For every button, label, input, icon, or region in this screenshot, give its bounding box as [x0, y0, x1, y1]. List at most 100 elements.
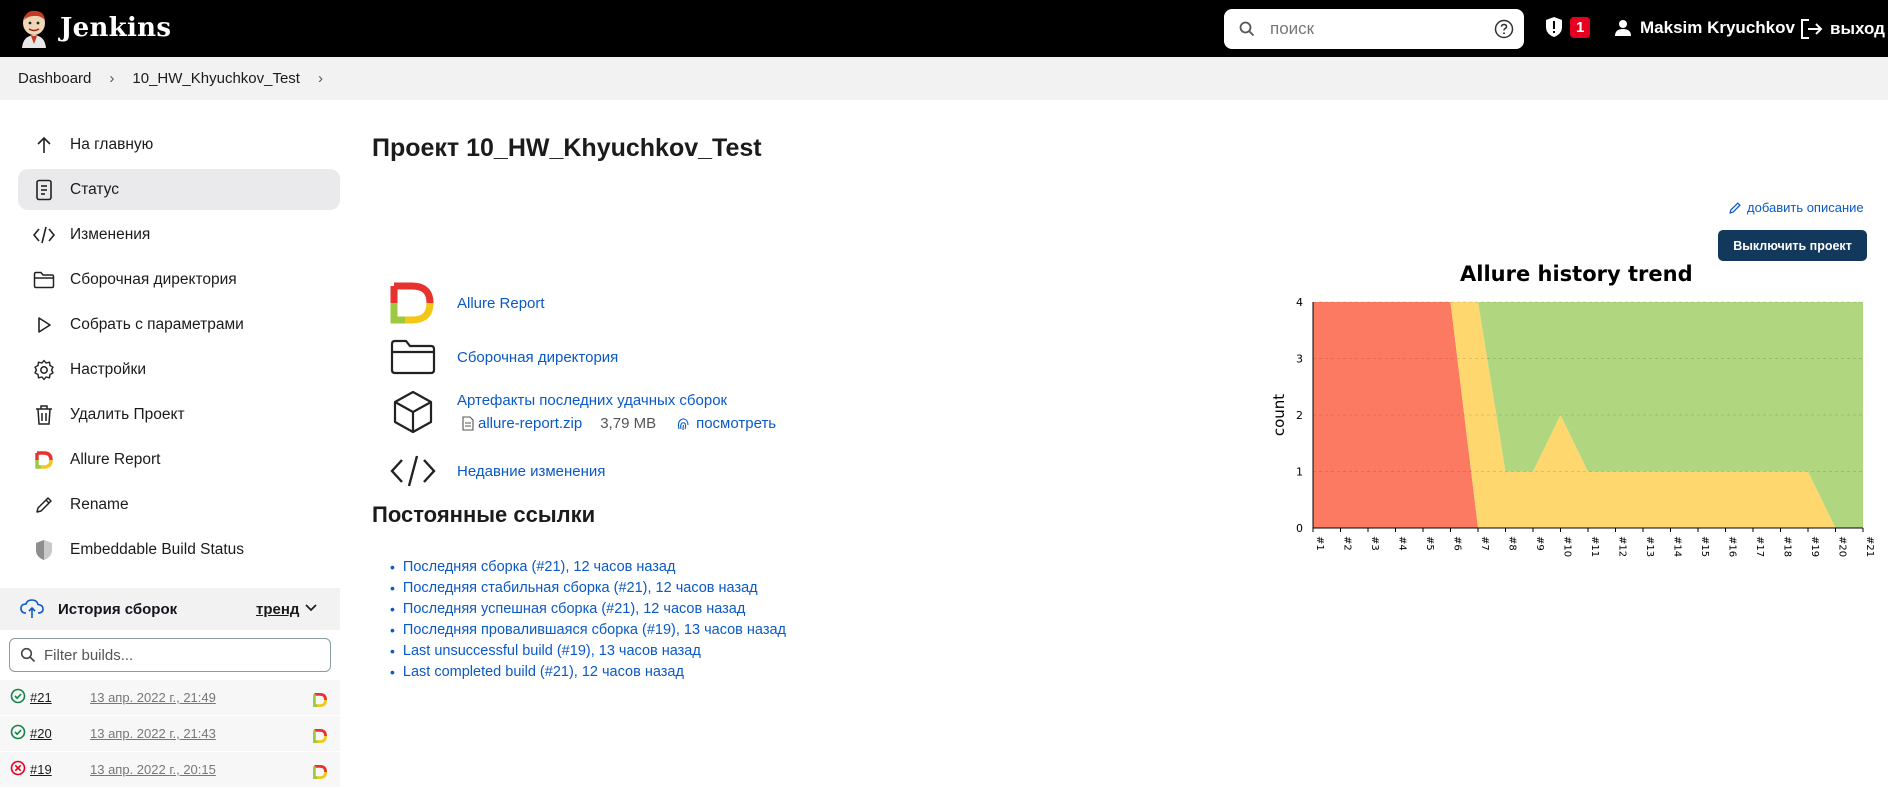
link-last-successful-artifacts[interactable]: Артефакты последних удачных сборок	[388, 389, 727, 435]
link-label[interactable]: Недавние изменения	[457, 462, 606, 480]
jenkins-butler-icon	[22, 10, 46, 48]
chart-y-tick-label: 3	[1296, 353, 1303, 366]
file-icon	[462, 416, 474, 431]
allure-icon	[388, 280, 438, 326]
search-icon	[20, 647, 36, 663]
link-label[interactable]: Артефакты последних удачных сборок	[457, 392, 728, 409]
chart-y-tick-label: 0	[1296, 522, 1303, 535]
artifact-file-size: 3,79 MB	[600, 415, 657, 432]
permalink-item[interactable]: Last completed build (#21), 12 часов наз…	[390, 661, 786, 682]
chart-x-tick-label: #5	[1424, 536, 1435, 551]
build-date-link[interactable]: 13 апр. 2022 г., 20:15	[90, 762, 216, 777]
chart-x-tick-label: #7	[1479, 536, 1490, 551]
filter-builds-input[interactable]	[44, 646, 314, 664]
build-row[interactable]: #20 13 апр. 2022 г., 21:43	[0, 716, 340, 752]
allure-icon[interactable]	[312, 764, 328, 780]
chart-x-tick-label: #18	[1782, 536, 1793, 557]
permalink-item[interactable]: Последняя успешная сборка (#21), 12 часо…	[390, 598, 786, 619]
allure-trend-chart[interactable]: 0 1 2 3 4 #1 #2 #3 #4 #5 #6 #7 #8 #9 #10 #11 #12 #13 #14 #1…	[1270, 290, 1880, 570]
allure-icon[interactable]	[312, 692, 328, 708]
sidebar-item-label: На главную	[70, 135, 154, 153]
help-icon[interactable]	[1494, 19, 1514, 39]
chart-x-tick-label: #1	[1314, 536, 1325, 551]
breadcrumb: Dashboard › 10_HW_Khyuchkov_Test ›	[0, 57, 1888, 100]
sidebar-item-status[interactable]: Статус	[18, 169, 340, 210]
link-allure-report[interactable]: Allure Report	[388, 280, 545, 326]
chart-x-tick-label: #13	[1644, 536, 1655, 557]
jenkins-logo[interactable]: Jenkins	[18, 8, 171, 48]
app-name: Jenkins	[60, 13, 172, 43]
chart-series-area-2	[1313, 302, 1863, 528]
sidebar-item-label: Rename	[70, 495, 129, 513]
permalink-item[interactable]: Последняя сборка (#21), 12 часов назад	[390, 556, 786, 577]
folder-icon	[32, 268, 56, 292]
chart-x-tick-label: #2	[1342, 536, 1353, 551]
user-menu[interactable]: Maksim Kryuchkov	[1614, 18, 1795, 38]
sidebar-item-workspace[interactable]: Сборочная директория	[18, 259, 340, 300]
cloud-icon	[20, 599, 44, 618]
build-number-link[interactable]: #20	[30, 726, 52, 741]
sidebar-item-label: Изменения	[70, 225, 151, 243]
search-input[interactable]	[1270, 19, 1480, 39]
logout-icon	[1801, 19, 1823, 39]
trend-link[interactable]: тренд	[256, 600, 300, 618]
build-row[interactable]: #19 13 апр. 2022 г., 20:15	[0, 752, 340, 788]
link-recent-changes[interactable]: Недавние изменения	[388, 448, 605, 494]
build-history-title: История сборок	[58, 600, 178, 618]
sidebar-item-settings[interactable]: Настройки	[18, 349, 340, 390]
filter-builds-box[interactable]	[9, 638, 331, 672]
artifact-view-link[interactable]: посмотреть	[696, 415, 777, 432]
link-label[interactable]: Сборочная директория	[457, 348, 619, 366]
logout-button[interactable]: выход	[1800, 18, 1885, 40]
artifact-file-link[interactable]: allure-report.zip	[478, 415, 583, 432]
chart-y-tick-label: 2	[1296, 409, 1303, 422]
permalink-item[interactable]: Последняя провалившаяся сборка (#19), 13…	[390, 619, 786, 640]
artifact-item: allure-report.zip 3,79 MB посмотреть	[462, 415, 776, 432]
sidebar-item-changes[interactable]: Изменения	[18, 214, 340, 255]
sidebar-item-label: Сборочная директория	[70, 270, 237, 288]
build-date-link[interactable]: 13 апр. 2022 г., 21:43	[90, 726, 216, 741]
user-icon	[1615, 20, 1631, 36]
chart-title: Allure history trend	[1460, 262, 1693, 286]
sidebar-item-rename[interactable]: Rename	[18, 484, 340, 525]
permalink-item[interactable]: Last unsuccessful build (#19), 13 часов …	[390, 640, 786, 661]
chevron-right-icon[interactable]: ›	[317, 70, 323, 87]
breadcrumb-dashboard[interactable]: Dashboard	[18, 70, 92, 87]
permalink-item[interactable]: Последняя стабильная сборка (#21), 12 ча…	[390, 577, 786, 598]
build-number-link[interactable]: #21	[30, 690, 52, 705]
chart-x-tick-label: #11	[1589, 536, 1600, 557]
link-label[interactable]: Allure Report	[457, 294, 545, 312]
success-status-icon	[10, 724, 26, 740]
security-alerts[interactable]: 1	[1544, 16, 1591, 38]
sidebar-item-embeddable-build-status[interactable]: Embeddable Build Status	[18, 529, 340, 570]
fingerprint-icon[interactable]	[676, 417, 690, 431]
build-date-link[interactable]: 13 апр. 2022 г., 21:49	[90, 690, 216, 705]
search-box[interactable]	[1224, 9, 1524, 49]
trash-icon	[32, 403, 56, 427]
breadcrumb-project[interactable]: 10_HW_Khyuchkov_Test	[132, 70, 300, 87]
chevron-down-icon[interactable]	[304, 600, 318, 616]
add-description-link[interactable]: добавить описание	[1728, 200, 1864, 215]
chart-y-tick-label: 4	[1296, 296, 1303, 309]
chart-x-tick-label: #15	[1699, 536, 1710, 557]
allure-icon[interactable]	[312, 728, 328, 744]
chart-x-tick-label: #19	[1809, 536, 1820, 557]
link-workspace[interactable]: Сборочная директория	[388, 334, 618, 380]
sidebar-item-delete-project[interactable]: Удалить Проект	[18, 394, 340, 435]
sidebar-item-home[interactable]: На главную	[18, 124, 340, 165]
build-number-link[interactable]: #19	[30, 762, 52, 777]
chevron-right-icon: ›	[109, 70, 115, 87]
pencil-icon	[1729, 201, 1741, 214]
success-status-icon	[10, 688, 26, 704]
build-row[interactable]: #21 13 апр. 2022 г., 21:49	[0, 680, 340, 716]
sidebar-item-allure-report[interactable]: Allure Report	[18, 439, 340, 480]
chart-series-area-0	[1313, 302, 1863, 528]
sidebar-item-label: Собрать с параметрами	[70, 315, 244, 333]
folder-icon	[388, 334, 438, 380]
disable-project-button[interactable]: Выключить проект	[1718, 230, 1867, 261]
code-icon	[388, 448, 438, 494]
sidebar-item-label: Настройки	[70, 360, 147, 378]
sidebar-item-label: Статус	[70, 180, 119, 198]
chart-y-tick-label: 1	[1296, 466, 1303, 479]
sidebar-item-build-with-params[interactable]: Собрать с параметрами	[18, 304, 340, 345]
